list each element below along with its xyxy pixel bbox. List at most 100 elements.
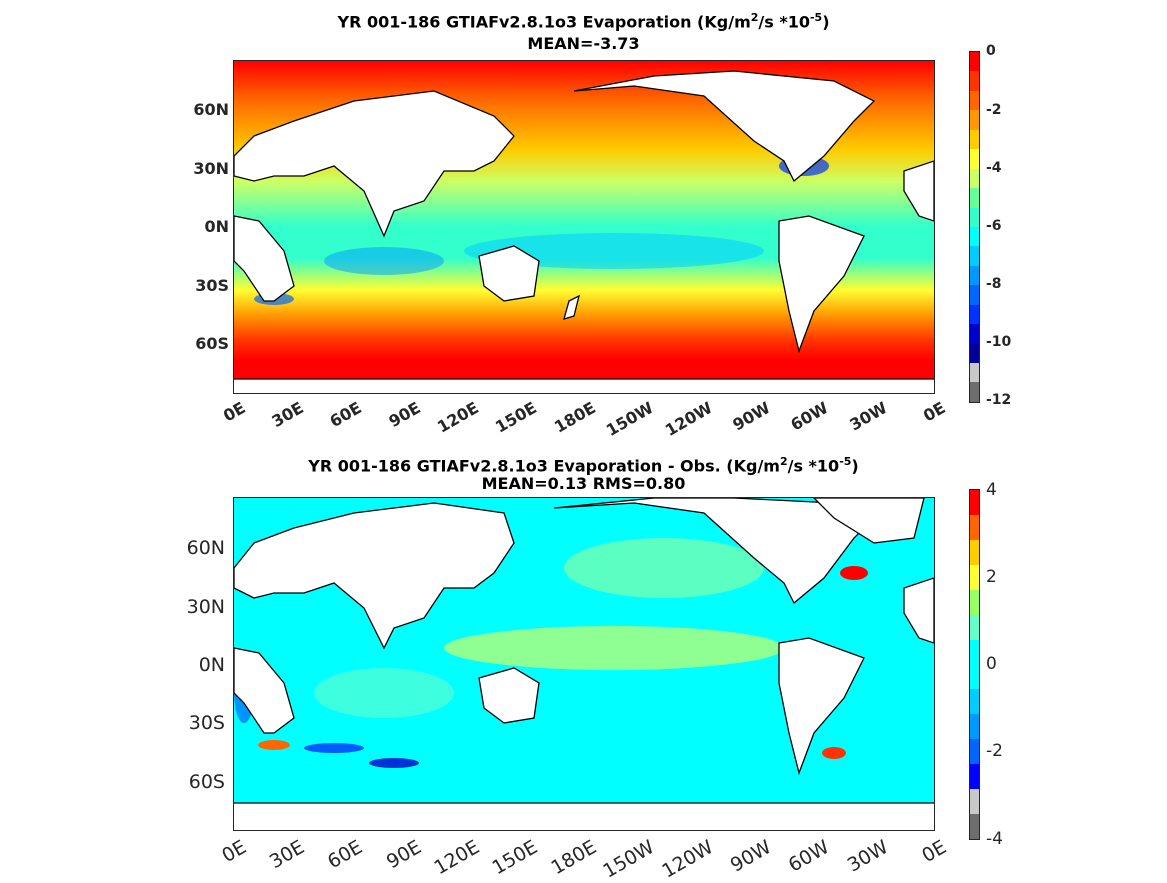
colorbar-segment (970, 589, 979, 615)
colorbar-segment (970, 90, 979, 111)
panel1-continents (234, 70, 934, 354)
colorbar-segment (970, 514, 979, 540)
panel2-indian-ocean-feature (314, 668, 454, 718)
panel2-lat-label: 30S (188, 712, 225, 734)
colorbar-segment (970, 207, 979, 227)
p1-lon-label: 30E (268, 398, 307, 432)
panel1-australia (478, 245, 540, 302)
p2-lon-label: 150W (599, 836, 659, 883)
panel2-map (233, 497, 935, 831)
p2-lon-label: 90E (382, 836, 425, 874)
panel2-lat-label: 0N (198, 654, 225, 676)
panel1-map (233, 60, 935, 394)
panel2-africa-east (234, 647, 295, 734)
panel2-colorbar-tick: -4 (986, 829, 1003, 849)
panel2-title-line2: MEAN=0.13 RMS=0.80 (481, 474, 686, 493)
panel1-title-line2: MEAN=-3.73 (527, 34, 640, 53)
colorbar-segment (970, 739, 979, 765)
colorbar-segment (970, 564, 979, 590)
panel2-europe-africa-west (903, 577, 934, 644)
colorbar-segment (970, 304, 979, 325)
panel2-title-line1: YR 001-186 GTIAFv2.8.1o3 Evaporation - O… (308, 455, 859, 476)
colorbar-segment (970, 813, 979, 839)
p2-lon-label: 120E (430, 836, 484, 880)
panel1-lat-label: 0N (204, 217, 229, 236)
panel2-equatorial-pacific-feature (444, 626, 784, 670)
p2-lon-label: 60W (785, 836, 834, 877)
colorbar-segment (970, 110, 979, 130)
p1-lon-label: 120E (433, 398, 482, 437)
panel1-eurasia (234, 90, 515, 238)
colorbar-segment (970, 324, 979, 344)
panel2-south-america (778, 637, 865, 776)
panel1-new-zealand (563, 294, 580, 320)
panel1-colorbar-tick: -10 (986, 334, 1012, 350)
panel2-colorbar-tick: 2 (986, 567, 997, 587)
colorbar-segment (970, 689, 979, 715)
panel1-south-pacific-feature (464, 233, 764, 269)
p2-lon-label: 150E (488, 836, 542, 880)
panel2-colorbar-tick: -2 (986, 741, 1003, 761)
panel2-lat-label: 60S (188, 771, 225, 793)
panel2-colorbar-tick: 4 (986, 480, 997, 500)
colorbar-segment (970, 246, 979, 266)
colorbar-segment (970, 343, 979, 363)
colorbar-segment (970, 71, 979, 91)
panel2-map-canvas (234, 498, 934, 830)
panel2-continents (234, 498, 934, 776)
panel1-lat-label: 30N (193, 159, 229, 178)
p1-lon-label: 180E (550, 398, 599, 437)
panel2-southern-indian-low (304, 743, 364, 753)
panel1-title-line1: YR 001-186 GTIAFv2.8.1o3 Evaporation (Kg… (337, 11, 830, 32)
p1-lon-label: 0E (919, 398, 949, 426)
p2-lon-label: 0E (918, 836, 950, 868)
colorbar-segment (970, 363, 979, 383)
colorbar-segment (970, 382, 979, 402)
panel1-lat-label: 60N (193, 100, 229, 119)
p1-lon-label: 0E (219, 398, 249, 426)
panel1-south-america (778, 215, 865, 354)
panel2-antarctica (234, 803, 934, 830)
panel1-colorbar-tick: -2 (986, 102, 1002, 118)
panel2-north-pacific-feature (564, 538, 764, 598)
p2-lon-label: 30E (266, 836, 309, 874)
panel2-colorbar (969, 489, 980, 840)
panel1-lat-label: 30S (195, 276, 229, 295)
colorbar-segment (970, 539, 979, 565)
panel2-agulhas-hotspot (258, 740, 290, 750)
colorbar-segment (970, 188, 979, 208)
panel2-lat-label: 60N (186, 537, 225, 559)
colorbar-segment (970, 52, 979, 72)
panel1-colorbar-tick: -4 (986, 160, 1002, 176)
colorbar-segment (970, 664, 979, 690)
p1-lon-label: 60W (787, 398, 832, 435)
colorbar-segment (970, 129, 979, 150)
colorbar-segment (970, 764, 979, 790)
panel2-southern-ocean-low (369, 758, 419, 768)
colorbar-segment (970, 789, 979, 814)
panel1-africa-east (234, 215, 295, 302)
p1-lon-label: 30W (846, 398, 891, 435)
panel2-colorbar-tick: 0 (986, 654, 997, 674)
colorbar-segment (970, 149, 979, 169)
panel1-europe-africa-west (903, 160, 934, 222)
colorbar-segment (970, 265, 979, 286)
colorbar-segment (970, 490, 979, 515)
panel1-colorbar (969, 51, 980, 403)
panel1-colorbar-tick: -8 (986, 276, 1002, 292)
colorbar-segment (970, 714, 979, 740)
panel1-map-canvas (234, 61, 934, 393)
p2-lon-label: 90W (726, 836, 775, 877)
panel2-north-america (553, 498, 876, 605)
panel2-brazil-malvinas-hotspot (822, 747, 846, 759)
panel2-australia (478, 667, 540, 724)
panel2-lat-label: 30N (186, 596, 225, 618)
panel1-colorbar-tick: 0 (986, 43, 996, 59)
panel1-indian-ocean-feature (324, 247, 444, 275)
panel1-colorbar-tick: -6 (986, 218, 1002, 234)
p1-lon-label: 150E (492, 398, 541, 437)
p1-lon-label: 60E (326, 398, 366, 432)
p1-lon-label: 90W (729, 398, 774, 435)
p1-lon-label: 150W (603, 398, 657, 440)
p1-lon-label: 90E (385, 398, 424, 432)
